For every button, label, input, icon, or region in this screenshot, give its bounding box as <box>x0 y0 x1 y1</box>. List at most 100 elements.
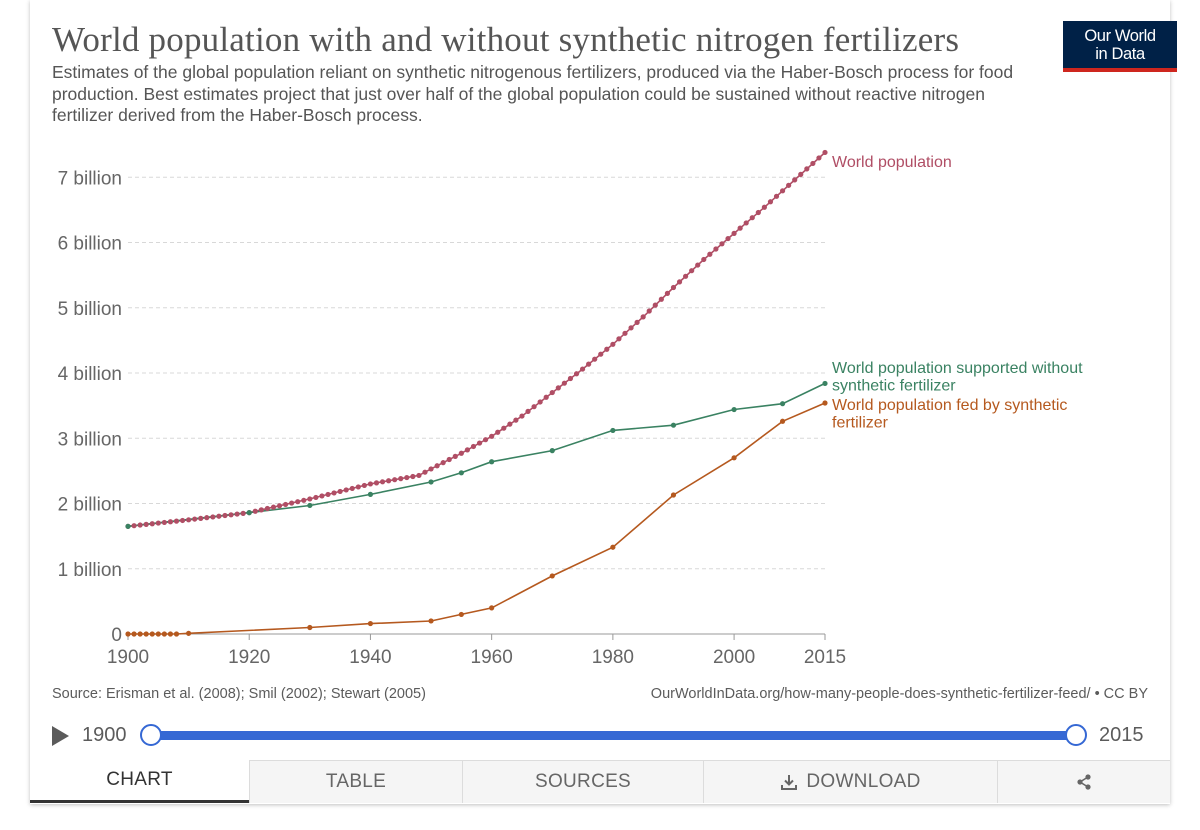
data-point <box>725 235 731 242</box>
data-point <box>222 512 228 519</box>
data-point <box>155 631 161 637</box>
tab-table[interactable]: TABLE <box>249 760 462 803</box>
data-point <box>822 400 828 406</box>
data-point <box>664 290 671 296</box>
data-point <box>610 427 616 434</box>
tab-sources[interactable]: SOURCES <box>462 760 703 803</box>
data-point <box>258 507 264 513</box>
data-point <box>543 394 549 400</box>
timeline-track[interactable] <box>151 731 1077 740</box>
data-point <box>586 361 592 367</box>
chart-card: World population with and without synthe… <box>30 0 1177 804</box>
data-point <box>319 493 325 499</box>
source-url[interactable]: OurWorldInData.org/how-many-people-does-… <box>650 686 1148 702</box>
data-point <box>173 631 180 637</box>
data-point <box>755 209 761 216</box>
data-point <box>513 417 519 423</box>
series-line <box>127 151 826 528</box>
series-label: World population supported without <box>832 360 1083 377</box>
data-point <box>610 544 616 550</box>
data-point <box>731 455 737 461</box>
play-button[interactable] <box>52 726 69 746</box>
data-point <box>192 516 198 522</box>
x-tick-label: 1960 <box>471 647 513 668</box>
data-point <box>640 314 646 320</box>
series-line <box>127 382 826 528</box>
source-note[interactable]: Source: Erisman et al. (2008); Smil (200… <box>52 686 426 702</box>
data-point <box>282 501 289 508</box>
data-point <box>137 631 143 637</box>
x-tick-label: 1900 <box>107 647 149 668</box>
data-point <box>367 620 374 627</box>
data-point <box>349 485 355 492</box>
data-point <box>555 385 561 391</box>
data-point <box>125 523 131 529</box>
data-point <box>131 631 137 637</box>
series-line <box>128 402 826 635</box>
data-point <box>549 573 555 579</box>
data-point <box>731 406 737 413</box>
y-tick-label: 6 billion <box>58 234 122 255</box>
series-label: synthetic fertilizer <box>832 378 956 395</box>
data-point <box>798 171 804 177</box>
line-chart: 0 1 billion 2 billion 3 billion 4 billion 5 b… <box>58 149 1083 668</box>
data-point <box>179 517 186 524</box>
data-point <box>531 404 537 410</box>
data-point <box>476 440 483 446</box>
chart-title: World population with and without synthe… <box>52 20 960 59</box>
data-point <box>458 470 464 476</box>
data-point <box>683 273 689 279</box>
data-point <box>731 230 737 236</box>
data-point <box>743 220 749 226</box>
timeline-end-handle[interactable] <box>1065 724 1087 746</box>
owid-logo[interactable]: Our World in Data <box>1063 21 1177 72</box>
data-point <box>234 511 240 517</box>
data-point <box>489 433 495 439</box>
data-point <box>428 466 434 472</box>
tab-share[interactable] <box>997 760 1170 803</box>
chart-subtitle: Estimates of the global population relia… <box>52 62 1014 125</box>
data-point <box>592 356 598 362</box>
data-point <box>210 514 216 520</box>
data-point <box>270 504 277 510</box>
data-point <box>343 487 349 493</box>
data-point <box>458 450 464 456</box>
download-icon <box>781 775 798 790</box>
data-point <box>646 308 652 314</box>
data-point <box>125 631 131 637</box>
data-point <box>670 422 677 428</box>
data-point <box>307 502 313 509</box>
timeline-start-handle[interactable] <box>140 724 162 746</box>
data-point <box>804 166 810 172</box>
data-point <box>489 459 495 465</box>
tab-chart[interactable]: CHART <box>30 760 249 803</box>
data-point <box>204 515 210 521</box>
data-point <box>519 413 525 419</box>
data-point <box>598 351 604 357</box>
data-point <box>579 366 586 372</box>
data-point <box>695 262 701 268</box>
data-point <box>246 510 252 516</box>
data-point <box>549 448 555 454</box>
data-point <box>537 399 543 405</box>
series-label: fertilizer <box>832 415 889 432</box>
data-point <box>143 631 149 637</box>
data-point <box>186 630 192 636</box>
data-point <box>361 482 367 489</box>
data-point <box>779 188 786 194</box>
data-point <box>410 473 416 480</box>
data-point <box>561 380 567 386</box>
data-point <box>167 519 174 525</box>
tab-download[interactable]: DOWNLOAD <box>703 760 997 803</box>
data-point <box>440 460 446 466</box>
data-point <box>367 481 374 487</box>
data-point <box>143 521 149 527</box>
data-point <box>658 296 664 302</box>
x-tick-label: 2000 <box>713 647 755 668</box>
data-point <box>489 605 495 611</box>
data-point <box>452 453 458 459</box>
tab-download-label: DOWNLOAD <box>806 771 921 792</box>
data-point <box>628 325 634 331</box>
timeline-start-label: 1900 <box>82 724 127 746</box>
x-tick-label: 2015 <box>804 647 846 668</box>
